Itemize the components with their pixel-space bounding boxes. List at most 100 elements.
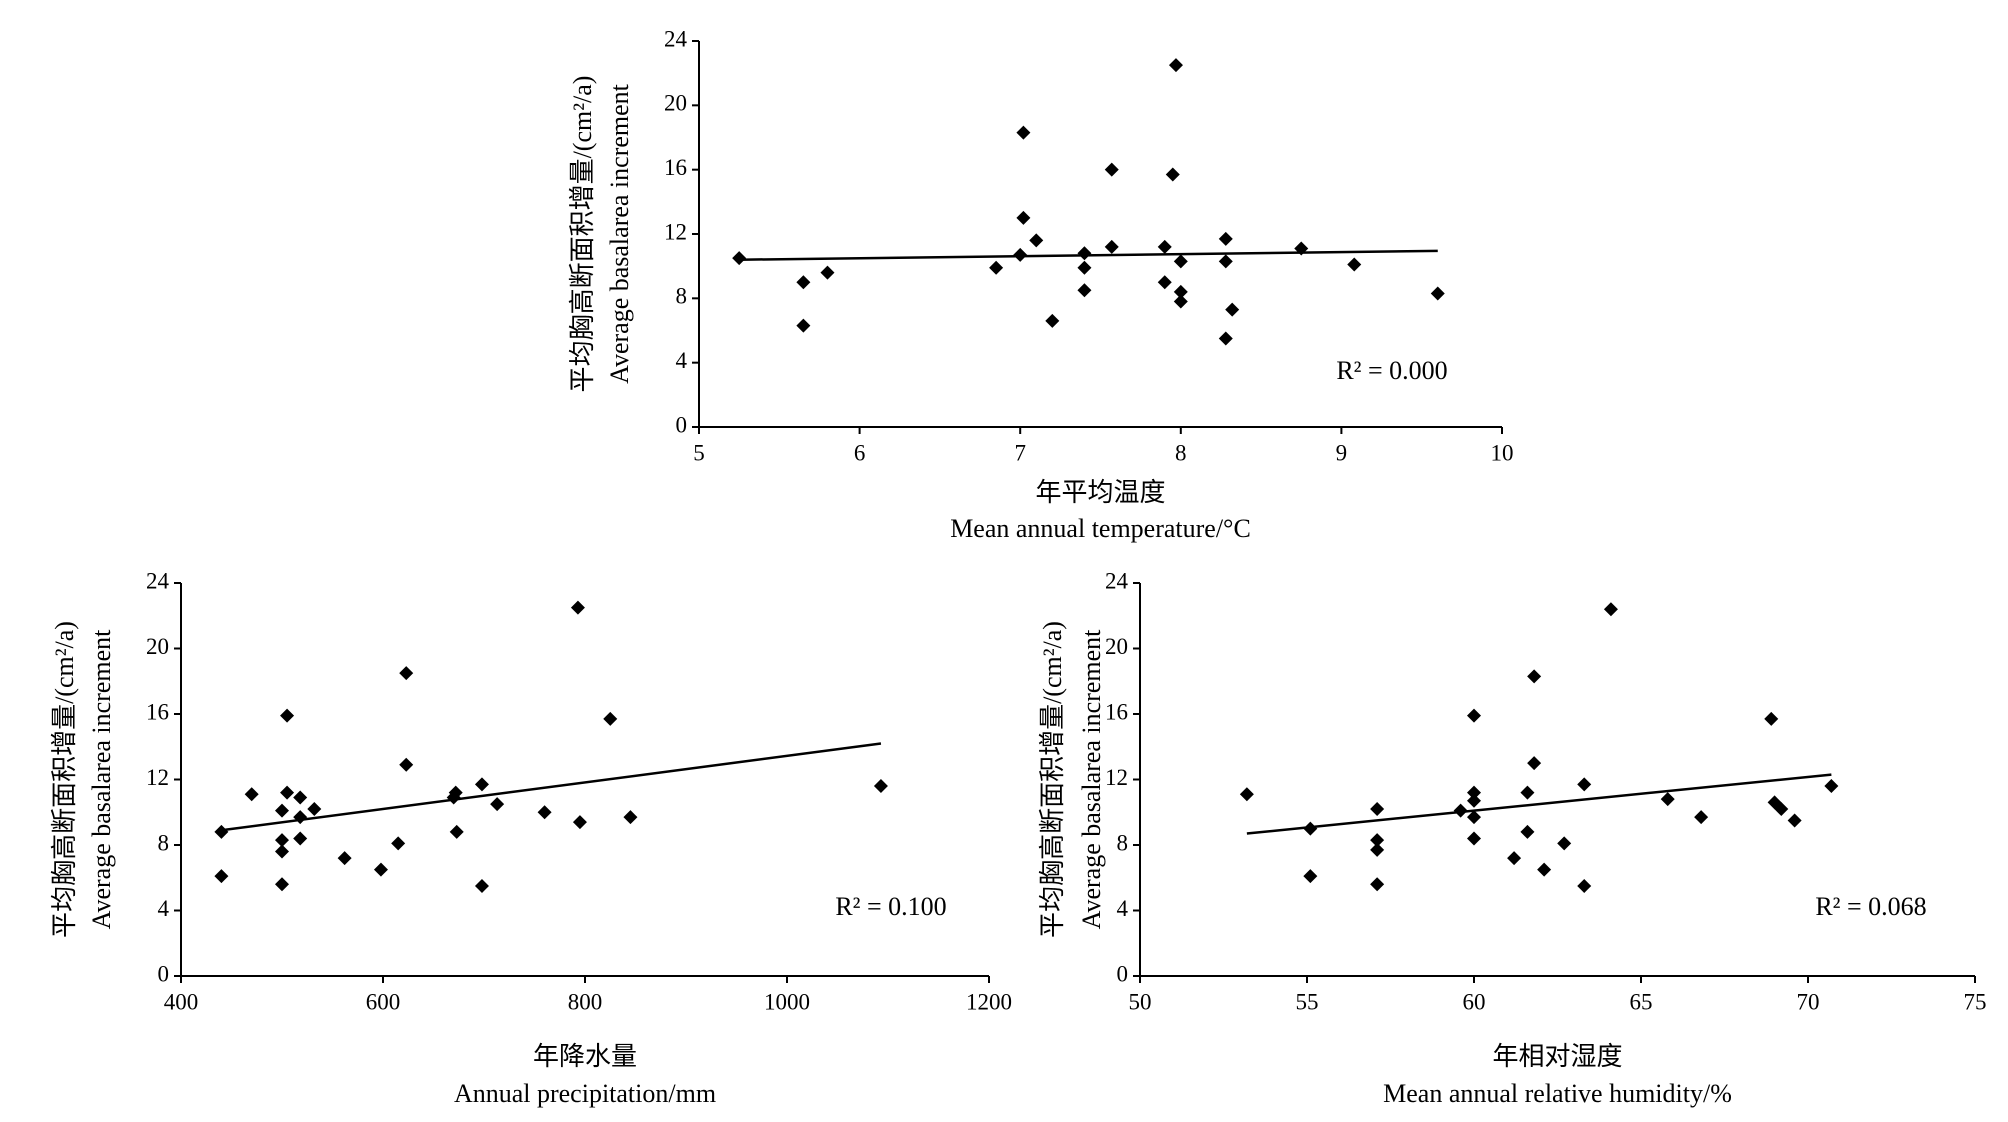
- point: [1157, 275, 1172, 290]
- point: [1453, 803, 1468, 818]
- point: [1577, 777, 1592, 792]
- y-tick-label: 8: [158, 830, 170, 855]
- y-tick-label: 8: [1117, 830, 1129, 855]
- point: [1165, 167, 1180, 182]
- x-axis-label: 年平均温度: [1035, 478, 1165, 507]
- point: [214, 824, 229, 839]
- point: [307, 801, 322, 816]
- point: [1294, 241, 1309, 256]
- point: [1157, 239, 1172, 254]
- x-tick-label: 50: [1129, 989, 1152, 1014]
- y-tick-label: 20: [146, 634, 169, 659]
- point: [293, 790, 308, 805]
- y-axis-label: Average basalarea increment: [605, 83, 634, 384]
- point: [873, 779, 888, 794]
- x-tick-label: 75: [1964, 989, 1987, 1014]
- point: [373, 862, 388, 877]
- y-tick-label: 4: [158, 896, 170, 921]
- y-tick-label: 24: [664, 26, 688, 51]
- point: [1029, 233, 1044, 248]
- point: [1218, 231, 1233, 246]
- x-axis-label: Annual precipitation/mm: [454, 1079, 716, 1108]
- point: [1557, 836, 1572, 851]
- point: [275, 803, 289, 818]
- point: [1537, 862, 1552, 877]
- point: [1077, 260, 1092, 275]
- point: [1168, 58, 1183, 73]
- y-tick-label: 12: [664, 219, 687, 244]
- point: [1467, 831, 1481, 846]
- point: [1104, 239, 1119, 254]
- y-tick-label: 4: [1117, 896, 1129, 921]
- trend-line: [1246, 773, 1832, 835]
- point: [1520, 785, 1535, 800]
- point: [820, 265, 835, 280]
- point: [572, 815, 587, 830]
- x-tick-label: 10: [1491, 440, 1514, 465]
- point: [1764, 711, 1779, 726]
- point: [1370, 833, 1385, 848]
- r-squared: R² = 0.100: [835, 892, 946, 921]
- point: [1467, 793, 1481, 808]
- point: [1787, 813, 1802, 828]
- point: [1173, 294, 1188, 309]
- point: [293, 831, 308, 846]
- x-tick-label: 6: [854, 440, 866, 465]
- point: [732, 251, 747, 266]
- point: [1603, 602, 1618, 617]
- y-axis-label: Average basalarea increment: [1077, 629, 1106, 930]
- point: [449, 824, 464, 839]
- point: [1577, 878, 1592, 893]
- point: [337, 851, 352, 866]
- y-axis-label: Average basalarea increment: [87, 629, 116, 930]
- point: [1013, 247, 1028, 262]
- point: [796, 275, 811, 290]
- point: [603, 711, 618, 726]
- point: [1520, 824, 1535, 839]
- y-tick-label: 8: [676, 284, 688, 309]
- point: [1660, 792, 1675, 807]
- scatter-chart: 0 4 8 12 16 20 24 50 55 60 65 70 75 平均胸高断面积增量/(cm²/a)…: [1038, 568, 1987, 1108]
- x-tick-label: 1000: [764, 989, 810, 1014]
- r-squared: R² = 0.068: [1815, 892, 1926, 921]
- y-axis-label: 平均胸高断面积增量/(cm²/a): [50, 621, 79, 938]
- y-tick-label: 12: [146, 765, 169, 790]
- y-axis-label: 平均胸高断面积增量/(cm²/a): [1038, 621, 1067, 938]
- point: [537, 805, 552, 820]
- point: [1303, 869, 1318, 884]
- x-tick-label: 55: [1296, 989, 1319, 1014]
- point: [391, 836, 406, 851]
- y-tick-label: 16: [664, 155, 687, 180]
- x-tick-label: 1200: [966, 989, 1012, 1014]
- x-tick-label: 8: [1175, 440, 1187, 465]
- point: [1527, 669, 1542, 684]
- point: [1173, 254, 1188, 269]
- x-axis-label: Mean annual relative humidity/%: [1383, 1079, 1732, 1108]
- x-axis-label: Mean annual temperature/°C: [950, 514, 1251, 543]
- r-squared: R² = 0.000: [1336, 356, 1447, 385]
- y-tick-label: 4: [676, 348, 688, 373]
- point: [1527, 756, 1542, 771]
- point: [1430, 286, 1445, 301]
- point: [989, 260, 1004, 275]
- point: [1467, 785, 1481, 800]
- point: [280, 785, 295, 800]
- x-tick-label: 5: [693, 440, 705, 465]
- x-tick-label: 70: [1797, 989, 1820, 1014]
- point: [1507, 851, 1522, 866]
- y-tick-label: 12: [1105, 765, 1128, 790]
- x-tick-label: 400: [164, 989, 199, 1014]
- point: [448, 785, 463, 800]
- point: [570, 600, 585, 615]
- point: [275, 833, 289, 848]
- point: [1370, 877, 1385, 892]
- y-tick-label: 20: [1105, 634, 1128, 659]
- point: [1173, 284, 1188, 299]
- point: [293, 810, 308, 825]
- point: [399, 666, 414, 681]
- point: [275, 877, 289, 892]
- point: [623, 810, 638, 825]
- point: [280, 708, 295, 723]
- point: [1303, 821, 1318, 836]
